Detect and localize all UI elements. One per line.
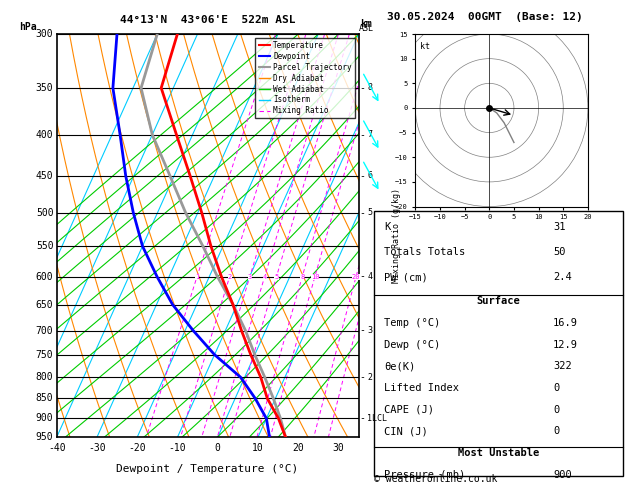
Text: 0: 0 (214, 443, 221, 453)
Text: -: - (360, 171, 365, 181)
Text: 300: 300 (36, 29, 53, 39)
Text: Surface: Surface (477, 296, 520, 306)
Text: CIN (J): CIN (J) (384, 427, 428, 436)
Text: 750: 750 (36, 349, 53, 360)
Text: 8: 8 (367, 84, 372, 92)
Text: 50: 50 (553, 247, 565, 257)
Text: 20: 20 (352, 274, 360, 279)
Text: PW (cm): PW (cm) (384, 272, 428, 282)
Text: 900: 900 (553, 470, 572, 480)
Text: Most Unstable: Most Unstable (458, 448, 539, 458)
Text: -: - (360, 208, 365, 218)
Text: km: km (360, 19, 372, 29)
Text: -: - (360, 414, 365, 423)
Text: Dewp (°C): Dewp (°C) (384, 340, 440, 349)
Text: 44°13'N  43°06'E  522m ASL: 44°13'N 43°06'E 522m ASL (120, 15, 296, 25)
Text: 650: 650 (36, 299, 53, 310)
Text: 800: 800 (36, 372, 53, 382)
Text: -: - (360, 272, 365, 281)
Text: Mixing Ratio (g/kg): Mixing Ratio (g/kg) (392, 188, 401, 283)
Text: -40: -40 (48, 443, 65, 453)
Text: 550: 550 (36, 241, 53, 251)
Text: 2: 2 (367, 373, 372, 382)
Text: 322: 322 (553, 361, 572, 371)
Text: 450: 450 (36, 171, 53, 181)
Text: -: - (360, 372, 365, 382)
Text: 700: 700 (36, 326, 53, 335)
Text: -: - (360, 326, 365, 335)
Text: Dewpoint / Temperature (°C): Dewpoint / Temperature (°C) (116, 464, 299, 474)
Text: 500: 500 (36, 208, 53, 218)
Text: -: - (360, 130, 365, 139)
Text: 30: 30 (333, 443, 344, 453)
Text: 0: 0 (553, 383, 559, 393)
Text: 5: 5 (367, 208, 372, 217)
Text: θe(K): θe(K) (384, 361, 415, 371)
Text: 10: 10 (252, 443, 264, 453)
Text: 30.05.2024  00GMT  (Base: 12): 30.05.2024 00GMT (Base: 12) (387, 12, 582, 22)
Text: -30: -30 (88, 443, 106, 453)
Text: 3: 3 (367, 326, 372, 335)
Text: 8: 8 (300, 274, 304, 279)
Text: CAPE (J): CAPE (J) (384, 405, 434, 415)
Text: 2.4: 2.4 (553, 272, 572, 282)
Text: kt: kt (420, 42, 430, 51)
Text: 950: 950 (36, 433, 53, 442)
Text: Totals Totals: Totals Totals (384, 247, 465, 257)
Text: 4: 4 (367, 272, 372, 281)
Text: Lifted Index: Lifted Index (384, 383, 459, 393)
Text: 10: 10 (311, 274, 319, 279)
Text: 0: 0 (553, 405, 559, 415)
Text: 7: 7 (367, 130, 372, 139)
Text: Pressure (mb): Pressure (mb) (384, 470, 465, 480)
Text: 350: 350 (36, 83, 53, 93)
Text: 400: 400 (36, 130, 53, 139)
Text: 20: 20 (292, 443, 304, 453)
Text: © weatheronline.co.uk: © weatheronline.co.uk (374, 473, 498, 484)
Legend: Temperature, Dewpoint, Parcel Trajectory, Dry Adiabat, Wet Adiabat, Isotherm, Mi: Temperature, Dewpoint, Parcel Trajectory… (255, 38, 355, 119)
Text: 16.9: 16.9 (553, 318, 578, 328)
Text: 6: 6 (367, 172, 372, 180)
Text: K: K (384, 222, 391, 232)
Text: 850: 850 (36, 394, 53, 403)
Text: -: - (360, 83, 365, 93)
Text: 900: 900 (36, 414, 53, 423)
Text: hPa: hPa (19, 21, 36, 32)
Text: Temp (°C): Temp (°C) (384, 318, 440, 328)
Text: 1LCL: 1LCL (367, 414, 387, 423)
Text: ASL: ASL (359, 24, 374, 33)
Text: 3: 3 (248, 274, 252, 279)
Text: 0: 0 (553, 427, 559, 436)
Text: 12.9: 12.9 (553, 340, 578, 349)
Text: 4: 4 (262, 274, 267, 279)
Text: 2: 2 (228, 274, 231, 279)
Text: 600: 600 (36, 272, 53, 281)
Text: -10: -10 (169, 443, 186, 453)
Text: 5: 5 (274, 274, 279, 279)
Text: 1: 1 (195, 274, 199, 279)
Text: 31: 31 (553, 222, 565, 232)
Text: -20: -20 (128, 443, 146, 453)
